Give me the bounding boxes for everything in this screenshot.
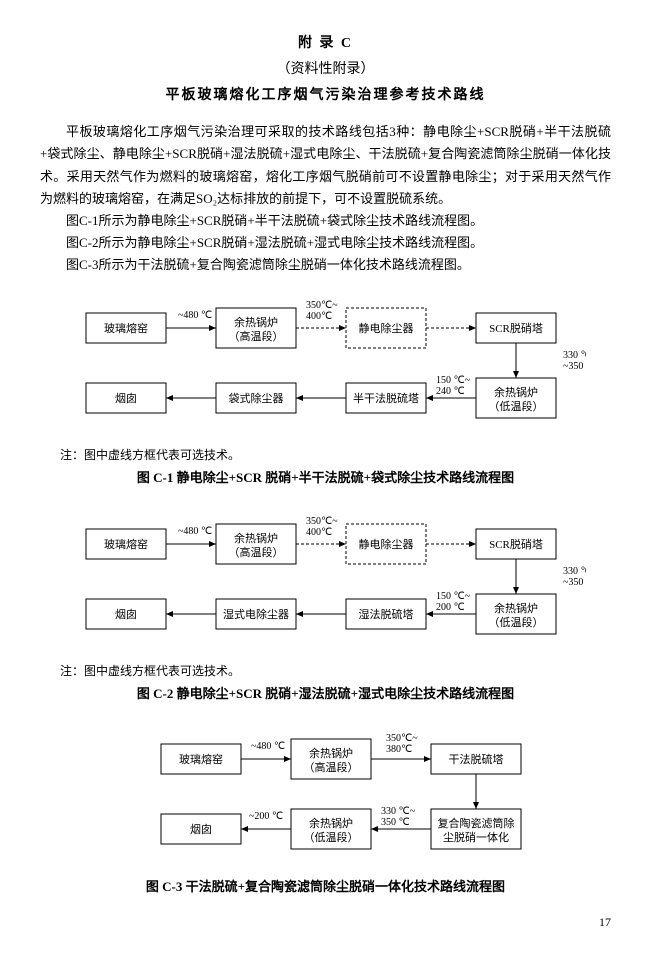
svg-text:余热锅炉: 余热锅炉 [309, 816, 353, 830]
svg-text:玻璃熔窑: 玻璃熔窑 [104, 321, 148, 335]
svg-text:静电除尘器: 静电除尘器 [358, 537, 413, 551]
svg-text:~480 ℃: ~480 ℃ [251, 741, 285, 752]
svg-text:干法脱硫塔: 干法脱硫塔 [448, 752, 503, 766]
page-number: 17 [40, 912, 611, 932]
svg-text:330 ℃: 330 ℃ [563, 566, 586, 577]
svg-text:（低温段）: （低温段） [488, 615, 543, 629]
svg-text:余热锅炉: 余热锅炉 [309, 746, 353, 760]
svg-text:烟囱: 烟囱 [115, 391, 137, 405]
svg-text:150 ℃~: 150 ℃~ [436, 591, 471, 602]
svg-text:烟囱: 烟囱 [115, 607, 137, 621]
svg-text:玻璃熔窑: 玻璃熔窑 [179, 752, 223, 766]
flowchart-c2: ~480 ℃ 350℃~400℃ 330 ℃~350 ℃ 150 ℃~200 ℃ 玻璃熔… [66, 504, 586, 649]
svg-text:400℃: 400℃ [306, 311, 332, 322]
flowchart-c3: ~480 ℃350℃~380℃330 ℃~350 ℃~200 ℃玻璃熔窑余热锅炉… [91, 719, 561, 864]
svg-text:余热锅炉: 余热锅炉 [234, 315, 278, 329]
svg-text:~480 ℃: ~480 ℃ [178, 526, 212, 537]
svg-text:~350 ℃: ~350 ℃ [563, 361, 586, 372]
appendix-header: 附 录 C （资料性附录） 平板玻璃熔化工序烟气污染治理参考技术路线 [40, 32, 611, 107]
svg-text:静电除尘器: 静电除尘器 [358, 321, 413, 335]
appendix-code: 附 录 C [40, 32, 611, 56]
svg-text:200 ℃: 200 ℃ [436, 602, 465, 613]
figure-note: 注：图中虚线方框代表可选技术。 [60, 661, 611, 681]
body-text: 平板玻璃熔化工序烟气污染治理可采取的技术路线包括3种：静电除尘+SCR脱硝+半干… [40, 121, 611, 276]
svg-text:~480 ℃: ~480 ℃ [178, 310, 212, 321]
svg-text:尘脱硝一体化: 尘脱硝一体化 [443, 830, 509, 844]
svg-text:余热锅炉: 余热锅炉 [234, 531, 278, 545]
caption-c3: 图 C-3 干法脱硫+复合陶瓷滤筒除尘脱硝一体化技术路线流程图 [40, 876, 611, 898]
svg-text:330 ℃: 330 ℃ [563, 350, 586, 361]
svg-text:380℃: 380℃ [386, 744, 412, 755]
svg-text:400℃: 400℃ [306, 527, 332, 538]
svg-text:350 ℃: 350 ℃ [381, 817, 410, 828]
appendix-title: 平板玻璃熔化工序烟气污染治理参考技术路线 [40, 84, 611, 108]
svg-text:（高温段）: （高温段） [303, 760, 358, 774]
svg-text:烟囱: 烟囱 [190, 822, 212, 836]
svg-text:330 ℃~: 330 ℃~ [381, 806, 416, 817]
paragraph: 平板玻璃熔化工序烟气污染治理可采取的技术路线包括3种：静电除尘+SCR脱硝+半干… [40, 121, 611, 209]
svg-text:SCR脱硝塔: SCR脱硝塔 [489, 321, 543, 335]
flowchart-c1: ~480 ℃ 350℃~400℃ 330 ℃~350 ℃ 150 ℃~240 ℃ 玻璃熔… [66, 288, 586, 433]
figure-c2: ~480 ℃ 350℃~400℃ 330 ℃~350 ℃ 150 ℃~200 ℃ 玻璃熔… [40, 504, 611, 649]
svg-text:半干法脱硫塔: 半干法脱硫塔 [353, 391, 419, 405]
svg-text:~350 ℃: ~350 ℃ [563, 577, 586, 588]
svg-text:余热锅炉: 余热锅炉 [494, 601, 538, 615]
svg-text:240 ℃: 240 ℃ [436, 386, 465, 397]
svg-text:350℃~: 350℃~ [306, 300, 338, 311]
svg-text:余热锅炉: 余热锅炉 [494, 385, 538, 399]
caption-c1: 图 C-1 静电除尘+SCR 脱硝+半干法脱硫+袋式除尘技术路线流程图 [40, 467, 611, 489]
svg-text:（高温段）: （高温段） [228, 545, 283, 559]
paragraph: 图C-3所示为干法脱硫+复合陶瓷滤筒除尘脱硝一体化技术路线流程图。 [40, 254, 611, 276]
figure-note: 注：图中虚线方框代表可选技术。 [60, 445, 611, 465]
svg-text:复合陶瓷滤筒除: 复合陶瓷滤筒除 [437, 816, 514, 830]
paragraph: 图C-2所示为静电除尘+SCR脱硝+湿法脱硫+湿式电除尘技术路线流程图。 [40, 232, 611, 254]
appendix-type: （资料性附录） [40, 58, 611, 82]
svg-text:玻璃熔窑: 玻璃熔窑 [104, 537, 148, 551]
figure-c1: ~480 ℃ 350℃~400℃ 330 ℃~350 ℃ 150 ℃~240 ℃ 玻璃熔… [40, 288, 611, 433]
svg-text:350℃~: 350℃~ [306, 516, 338, 527]
svg-text:湿式电除尘器: 湿式电除尘器 [223, 607, 289, 621]
svg-text:湿法脱硫塔: 湿法脱硫塔 [358, 607, 413, 621]
svg-text:SCR脱硝塔: SCR脱硝塔 [489, 537, 543, 551]
svg-text:（高温段）: （高温段） [228, 329, 283, 343]
svg-text:袋式除尘器: 袋式除尘器 [228, 391, 283, 405]
paragraph: 图C-1所示为静电除尘+SCR脱硝+半干法脱硫+袋式除尘技术路线流程图。 [40, 210, 611, 232]
svg-text:150 ℃~: 150 ℃~ [436, 375, 471, 386]
svg-text:（低温段）: （低温段） [488, 399, 543, 413]
figure-c3: ~480 ℃350℃~380℃330 ℃~350 ℃~200 ℃玻璃熔窑余热锅炉… [40, 719, 611, 864]
svg-text:（低温段）: （低温段） [303, 830, 358, 844]
caption-c2: 图 C-2 静电除尘+SCR 脱硝+湿法脱硫+湿式电除尘技术路线流程图 [40, 683, 611, 705]
svg-text:~200 ℃: ~200 ℃ [249, 811, 283, 822]
svg-text:350℃~: 350℃~ [386, 733, 418, 744]
